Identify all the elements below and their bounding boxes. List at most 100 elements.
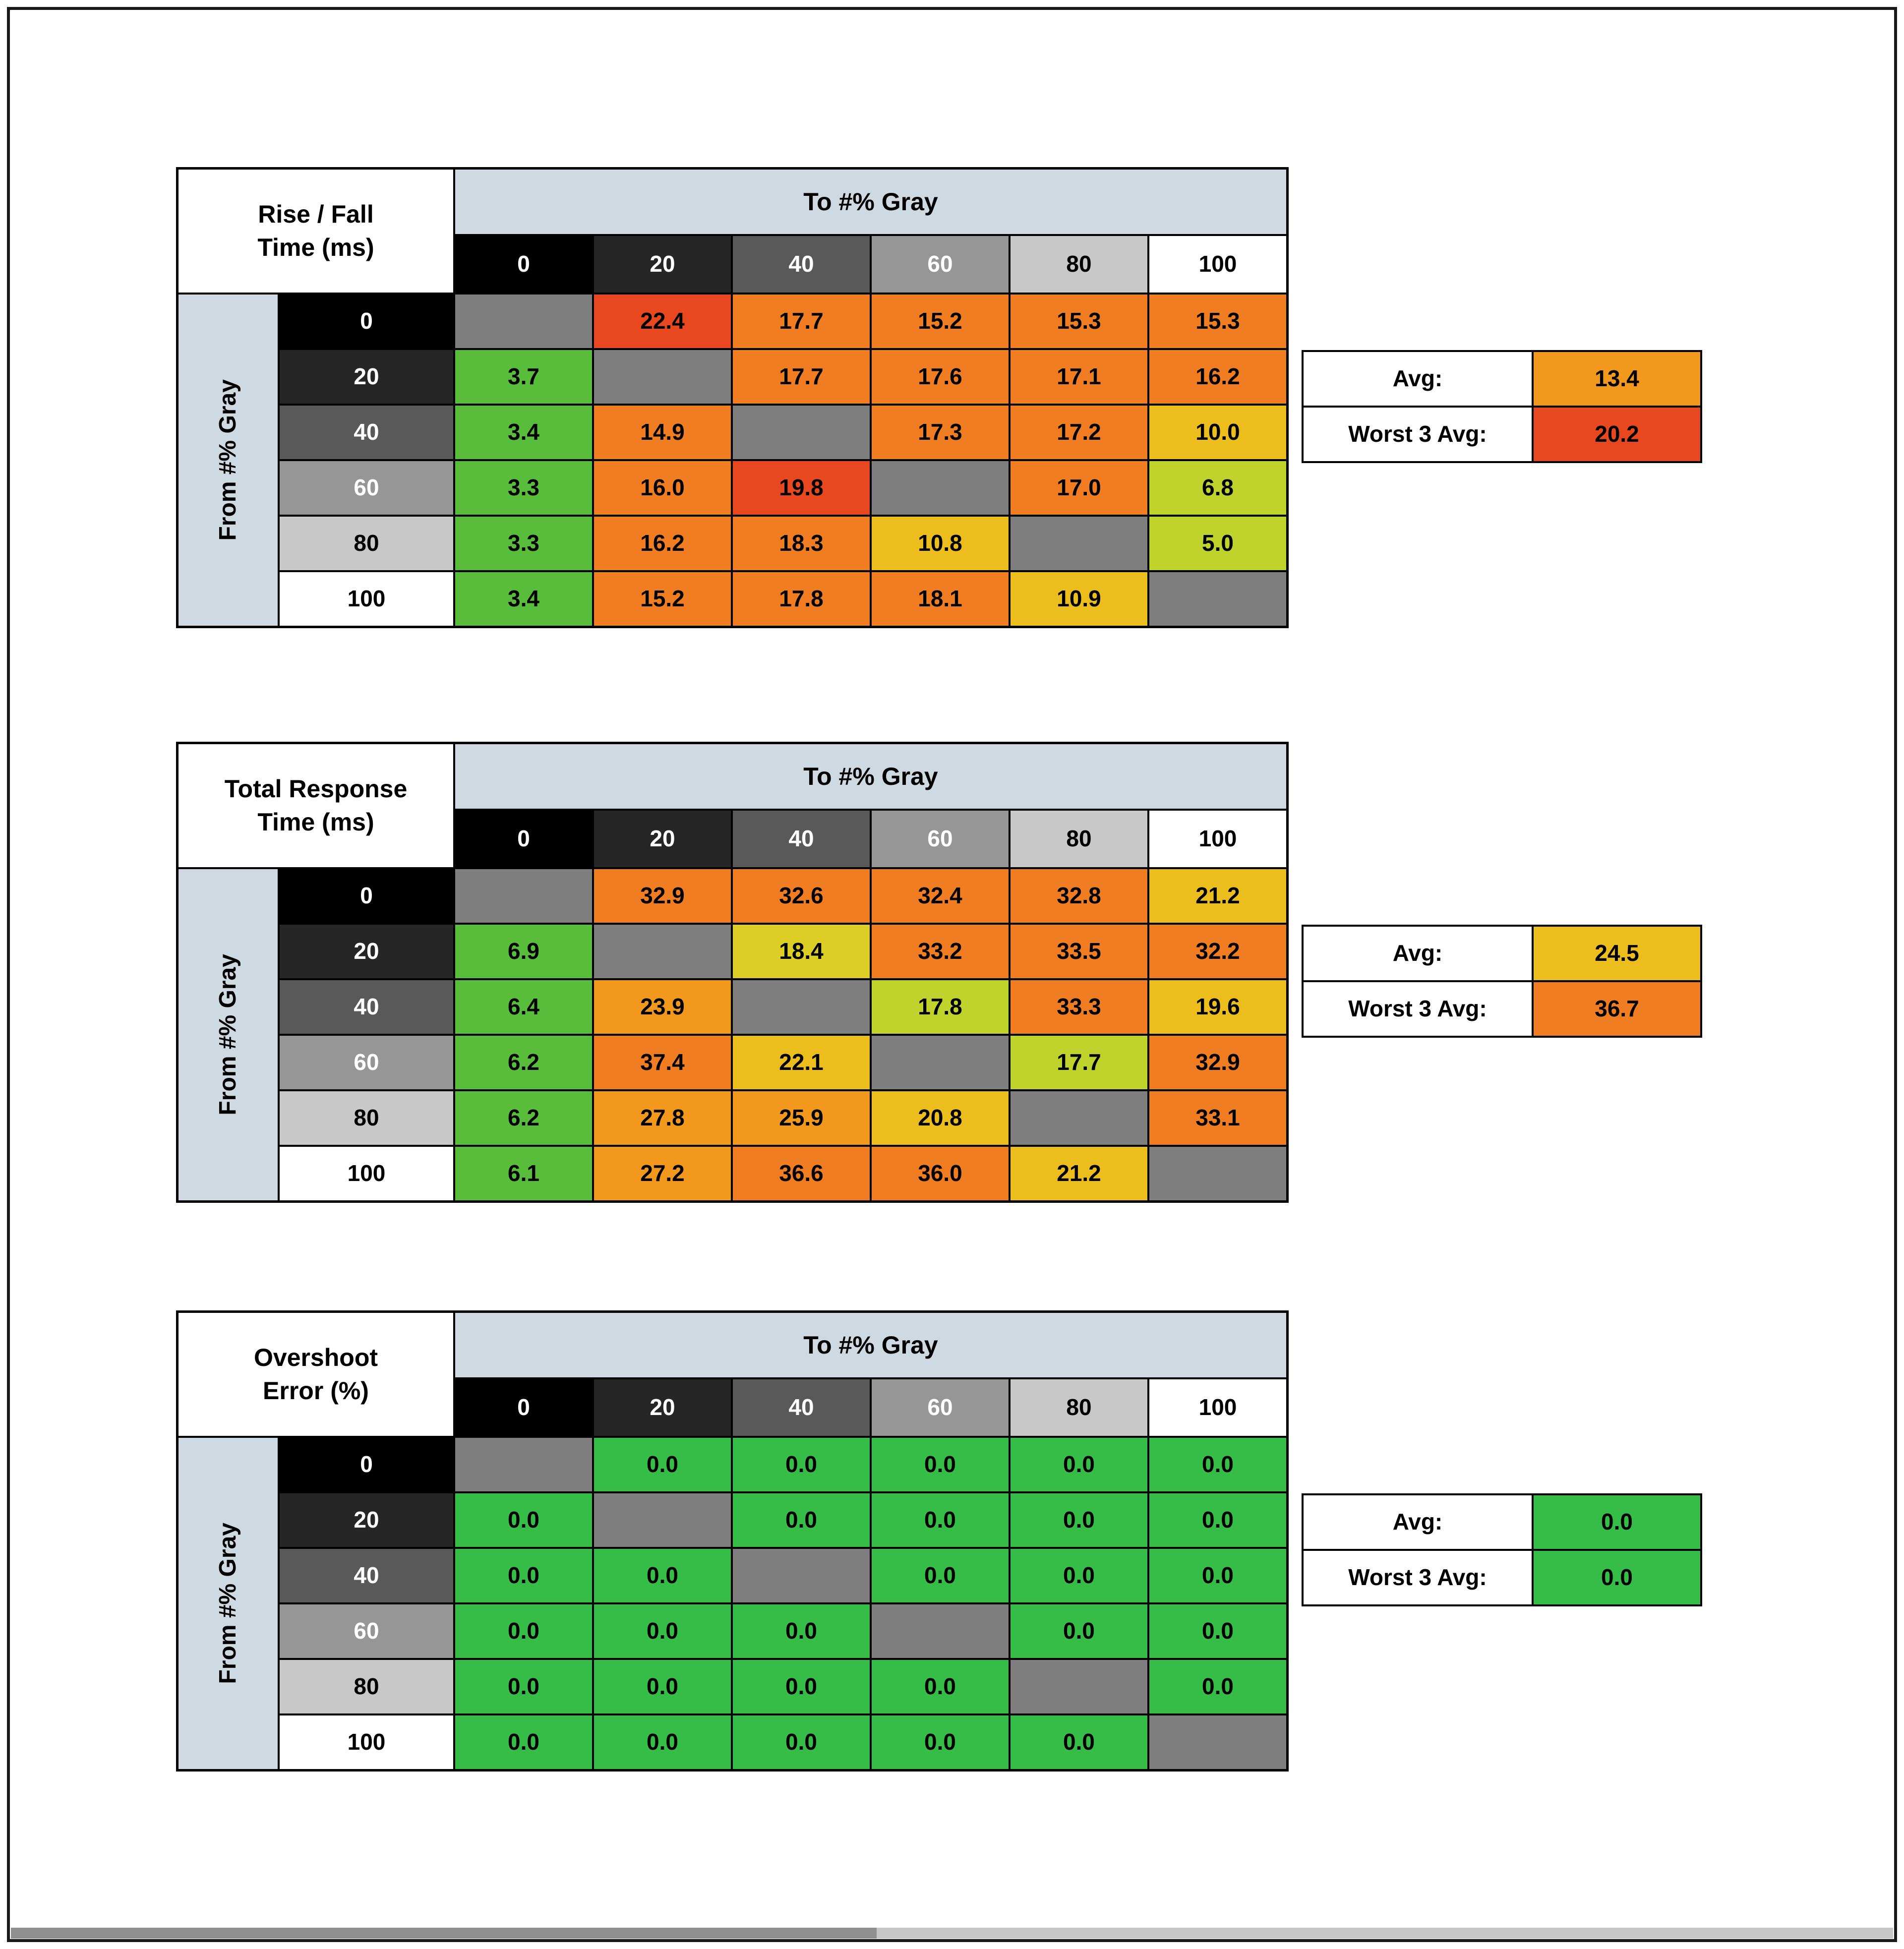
cell-80-to-60: 20.8 [872, 1091, 1009, 1145]
col-header-100: 100 [1149, 236, 1286, 293]
worst3avg-value: 20.2 [1534, 408, 1700, 461]
cell-40-to-60: 17.8 [872, 980, 1009, 1034]
row-axis-label-text: From #% Gray [215, 1523, 241, 1684]
cell-80-to-100: 5.0 [1149, 517, 1286, 570]
cell-60-to-80: 17.7 [1011, 1036, 1147, 1089]
scrollbar-thumb[interactable] [11, 1928, 877, 1939]
avg-label: Avg: [1304, 1495, 1532, 1549]
cell-60-to-40: 0.0 [733, 1604, 870, 1658]
cell-0-to-40: 0.0 [733, 1438, 870, 1491]
avg-label: Avg: [1304, 352, 1532, 406]
cell-40-to-0: 0.0 [455, 1549, 592, 1602]
row-header-100: 100 [280, 1715, 453, 1769]
col-header-100: 100 [1149, 1379, 1286, 1436]
cell-100-to-80: 21.2 [1011, 1147, 1147, 1200]
rise-fall-time-title-line2: Time (ms) [257, 234, 374, 261]
avg-value: 13.4 [1534, 352, 1700, 406]
cell-20-to-100: 16.2 [1149, 350, 1286, 404]
cell-0-to-60: 0.0 [872, 1438, 1009, 1491]
cell-0-to-40: 17.7 [733, 295, 870, 348]
cell-100-to-60: 18.1 [872, 572, 1009, 626]
row-header-40: 40 [280, 1549, 453, 1602]
cell-100-to-40: 17.8 [733, 572, 870, 626]
worst3avg-value: 0.0 [1534, 1551, 1700, 1604]
row-header-60: 60 [280, 1604, 453, 1658]
cell-0-to-20: 32.9 [594, 869, 731, 923]
cell-80-to-100: 33.1 [1149, 1091, 1286, 1145]
cell-100-to-40: 0.0 [733, 1715, 870, 1769]
overshoot-error-averages: Avg: 0.0 Worst 3 Avg: 0.0 [1302, 1493, 1702, 1606]
cell-100-to-20: 27.2 [594, 1147, 731, 1200]
cell-100-to-40: 36.6 [733, 1147, 870, 1200]
cell-80-to-20: 27.8 [594, 1091, 731, 1145]
col-header-0: 0 [455, 236, 592, 293]
cell-60-to-100: 0.0 [1149, 1604, 1286, 1658]
cell-0-to-100: 21.2 [1149, 869, 1286, 923]
cell-0-to-80: 15.3 [1011, 295, 1147, 348]
overshoot-error-title-line1: Overshoot [253, 1343, 378, 1371]
cell-20-to-0: 0.0 [455, 1493, 592, 1547]
table-rise-fall-time: Rise / Fall Time (ms) To #% Gray 0 20 40 60 80 1… [176, 167, 1289, 628]
cell-80-to-80 [1011, 1660, 1147, 1713]
avg-value: 0.0 [1534, 1495, 1700, 1549]
cell-20-to-60: 17.6 [872, 350, 1009, 404]
cell-60-to-20: 16.0 [594, 461, 731, 515]
cell-40-to-100: 19.6 [1149, 980, 1286, 1034]
row-header-100: 100 [280, 1147, 453, 1200]
cell-80-to-0: 0.0 [455, 1660, 592, 1713]
cell-60-to-100: 6.8 [1149, 461, 1286, 515]
cell-20-to-20 [594, 1493, 731, 1547]
cell-60-to-80: 0.0 [1011, 1604, 1147, 1658]
cell-80-to-60: 10.8 [872, 517, 1009, 570]
cell-20-to-0: 6.9 [455, 925, 592, 978]
col-header-80: 80 [1011, 1379, 1147, 1436]
cell-40-to-20: 14.9 [594, 406, 731, 459]
col-axis-label: To #% Gray [455, 1313, 1286, 1377]
overshoot-error-title-line2: Error (%) [263, 1377, 369, 1405]
col-header-100: 100 [1149, 811, 1286, 867]
total-response-time-title-line2: Time (ms) [257, 808, 374, 836]
cell-0-to-100: 15.3 [1149, 295, 1286, 348]
row-header-40: 40 [280, 406, 453, 459]
col-header-40: 40 [733, 811, 870, 867]
row-header-60: 60 [280, 461, 453, 515]
avg-value: 24.5 [1534, 927, 1700, 980]
table-total-response-time: Total Response Time (ms) To #% Gray 0 20 40 60… [176, 742, 1289, 1203]
horizontal-scrollbar[interactable] [11, 1928, 1893, 1939]
col-header-40: 40 [733, 236, 870, 293]
worst3avg-label: Worst 3 Avg: [1304, 408, 1532, 461]
cell-20-to-80: 0.0 [1011, 1493, 1147, 1547]
total-response-time-title-line1: Total Response [224, 774, 408, 803]
total-response-time-title: Total Response Time (ms) [178, 744, 453, 867]
cell-100-to-80: 10.9 [1011, 572, 1147, 626]
row-axis-label: From #% Gray [178, 869, 278, 1200]
cell-0-to-0 [455, 869, 592, 923]
cell-60-to-20: 37.4 [594, 1036, 731, 1089]
cell-80-to-0: 6.2 [455, 1091, 592, 1145]
cell-60-to-0: 6.2 [455, 1036, 592, 1089]
cell-100-to-100 [1149, 1147, 1286, 1200]
cell-60-to-0: 0.0 [455, 1604, 592, 1658]
cell-20-to-20 [594, 350, 731, 404]
cell-0-to-80: 0.0 [1011, 1438, 1147, 1491]
cell-0-to-20: 0.0 [594, 1438, 731, 1491]
cell-40-to-40 [733, 406, 870, 459]
cell-20-to-20 [594, 925, 731, 978]
row-header-80: 80 [280, 1660, 453, 1713]
cell-40-to-100: 0.0 [1149, 1549, 1286, 1602]
cell-40-to-80: 17.2 [1011, 406, 1147, 459]
row-header-20: 20 [280, 1493, 453, 1547]
col-header-20: 20 [594, 1379, 731, 1436]
cell-80-to-40: 25.9 [733, 1091, 870, 1145]
cell-40-to-80: 0.0 [1011, 1549, 1147, 1602]
worst3avg-value: 36.7 [1534, 982, 1700, 1036]
cell-60-to-60 [872, 461, 1009, 515]
cell-40-to-60: 0.0 [872, 1549, 1009, 1602]
cell-20-to-40: 17.7 [733, 350, 870, 404]
col-header-20: 20 [594, 811, 731, 867]
cell-20-to-60: 0.0 [872, 1493, 1009, 1547]
cell-40-to-20: 0.0 [594, 1549, 731, 1602]
cell-60-to-0: 3.3 [455, 461, 592, 515]
cell-80-to-20: 16.2 [594, 517, 731, 570]
col-header-0: 0 [455, 1379, 592, 1436]
